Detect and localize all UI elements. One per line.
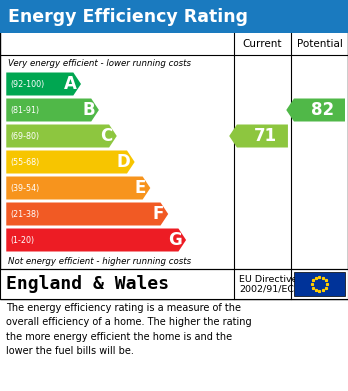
Text: Current: Current: [243, 39, 282, 49]
Polygon shape: [6, 176, 150, 199]
Text: D: D: [117, 153, 130, 171]
Text: Very energy efficient - lower running costs: Very energy efficient - lower running co…: [8, 59, 191, 68]
Text: (81-91): (81-91): [10, 106, 39, 115]
Text: C: C: [101, 127, 113, 145]
Text: A: A: [64, 75, 77, 93]
Polygon shape: [6, 228, 186, 251]
Text: 2002/91/EC: 2002/91/EC: [239, 285, 294, 294]
Text: (39-54): (39-54): [10, 183, 40, 192]
Text: Energy Efficiency Rating: Energy Efficiency Rating: [8, 7, 248, 25]
Text: (1-20): (1-20): [10, 235, 34, 244]
Polygon shape: [6, 203, 168, 226]
Text: G: G: [168, 231, 182, 249]
Polygon shape: [229, 124, 288, 147]
Text: (69-80): (69-80): [10, 131, 39, 140]
Text: F: F: [153, 205, 164, 223]
Text: 82: 82: [311, 101, 334, 119]
Polygon shape: [6, 124, 117, 147]
Text: 71: 71: [254, 127, 277, 145]
Text: (21-38): (21-38): [10, 210, 39, 219]
Polygon shape: [286, 99, 345, 122]
Text: EU Directive: EU Directive: [239, 276, 297, 285]
Bar: [294, 272, 345, 296]
Text: (55-68): (55-68): [10, 158, 40, 167]
Polygon shape: [6, 72, 81, 95]
Bar: [0, 0, 348, 33]
Polygon shape: [6, 151, 135, 174]
Text: Not energy efficient - higher running costs: Not energy efficient - higher running co…: [8, 256, 191, 265]
Text: Potential: Potential: [296, 39, 342, 49]
Text: England & Wales: England & Wales: [6, 275, 169, 293]
Bar: [0, 0, 348, 299]
Text: The energy efficiency rating is a measure of the
overall efficiency of a home. T: The energy efficiency rating is a measur…: [6, 303, 252, 356]
Polygon shape: [6, 99, 99, 122]
Bar: [0, 269, 348, 299]
Text: B: B: [82, 101, 95, 119]
Text: (92-100): (92-100): [10, 79, 45, 88]
Text: E: E: [135, 179, 146, 197]
